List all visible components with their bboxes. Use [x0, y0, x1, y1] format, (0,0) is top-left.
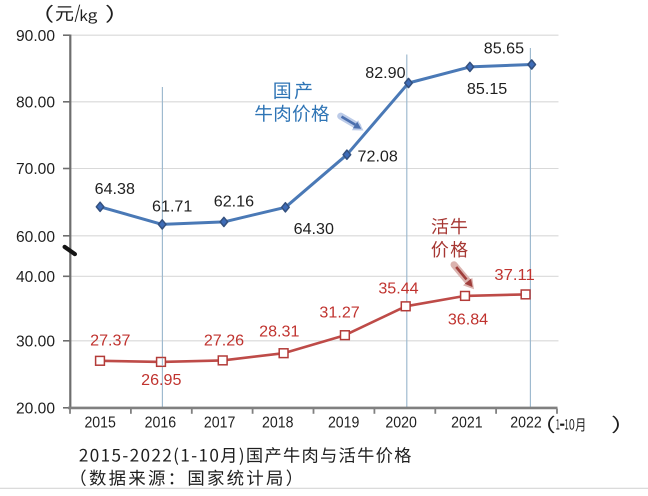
svg-text:31.27: 31.27 [319, 305, 359, 322]
svg-text:82.90: 82.90 [365, 65, 406, 82]
svg-text:2021: 2021 [451, 414, 483, 431]
svg-text:27.37: 27.37 [90, 333, 130, 350]
svg-text:85.65: 85.65 [484, 41, 525, 58]
svg-text:64.38: 64.38 [95, 181, 135, 198]
svg-text:35.44: 35.44 [378, 280, 419, 297]
svg-text:30.00: 30.00 [16, 334, 55, 351]
svg-text:72.08: 72.08 [358, 148, 398, 165]
svg-text:85.15: 85.15 [467, 81, 508, 98]
svg-text:2015: 2015 [84, 414, 116, 431]
svg-text:80.00: 80.00 [16, 95, 55, 112]
svg-text:36.84: 36.84 [448, 312, 489, 329]
svg-text:2019: 2019 [328, 414, 360, 431]
svg-text:70.00: 70.00 [16, 161, 55, 178]
svg-text:60.00: 60.00 [16, 229, 55, 246]
svg-text:20.00: 20.00 [16, 400, 55, 417]
svg-text:37.11: 37.11 [494, 267, 534, 284]
svg-text:26.95: 26.95 [141, 372, 182, 389]
svg-text:40.00: 40.00 [16, 269, 55, 286]
svg-text:28.31: 28.31 [259, 324, 299, 341]
svg-text:64.30: 64.30 [294, 221, 335, 238]
svg-text:2018: 2018 [262, 414, 294, 431]
svg-text:27.26: 27.26 [204, 332, 244, 349]
svg-text:2022: 2022 [510, 414, 542, 431]
svg-text:2017: 2017 [204, 414, 236, 431]
svg-text:62.16: 62.16 [214, 194, 254, 211]
svg-text:2020: 2020 [385, 414, 417, 431]
svg-text:2016: 2016 [145, 414, 177, 431]
svg-text:61.71: 61.71 [152, 199, 192, 216]
svg-text:90.00: 90.00 [16, 28, 55, 45]
